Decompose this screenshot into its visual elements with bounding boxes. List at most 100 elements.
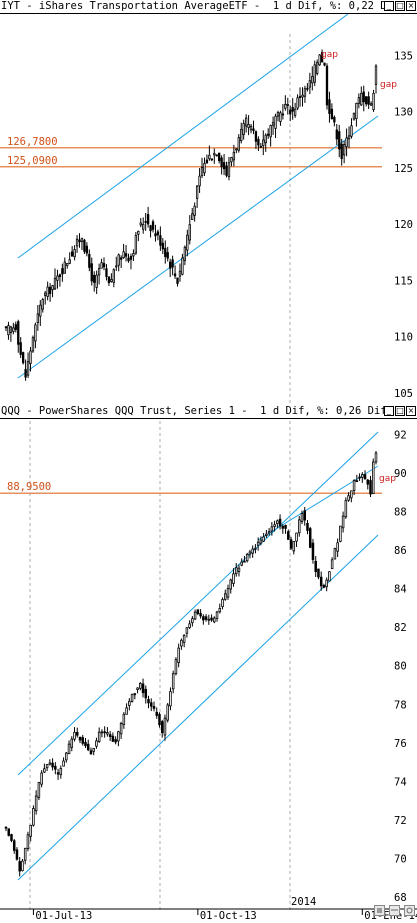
candle	[340, 138, 343, 166]
candle-body	[347, 495, 350, 501]
candle-body	[333, 548, 337, 560]
candle	[254, 544, 257, 554]
candle	[286, 97, 289, 115]
candle	[301, 87, 304, 107]
qqq-candlestick-chart[interactable]: 92 90 88 86 84 82 80 78 76 74 72 70 68 88,9500 gap 01-J…	[0, 419, 417, 923]
candle-body	[259, 145, 262, 148]
candle-body	[144, 688, 148, 699]
candle	[117, 730, 120, 747]
candle	[374, 451, 378, 465]
candle	[150, 698, 153, 712]
y-tick-label: 74	[394, 776, 407, 788]
candle	[244, 114, 248, 133]
candle	[352, 479, 356, 496]
candle	[245, 552, 249, 563]
candle-body	[274, 115, 277, 129]
candle	[26, 831, 30, 852]
candle	[188, 620, 191, 630]
candle-body	[21, 860, 24, 872]
candle-body	[185, 627, 189, 634]
candle-body	[149, 225, 152, 232]
candle	[185, 627, 189, 638]
candle	[362, 85, 365, 112]
minimize-icon[interactable]: _	[384, 406, 394, 416]
candle-body	[202, 616, 205, 621]
candle-body	[18, 861, 21, 872]
candle-body	[210, 617, 213, 621]
close-icon[interactable]: ×	[406, 406, 416, 416]
y-tick-label: 115	[394, 275, 413, 287]
chart-print-icon[interactable]	[389, 905, 400, 916]
candle-body	[19, 342, 22, 355]
candle-body	[350, 490, 353, 499]
candle-body	[182, 634, 186, 643]
candle-body	[110, 278, 113, 282]
candle-body	[97, 731, 101, 742]
candle-body	[281, 113, 285, 116]
minimize-icon[interactable]: _	[384, 1, 394, 11]
candle-body	[147, 699, 150, 704]
candle	[251, 545, 254, 558]
candle-body	[361, 474, 364, 478]
candle	[39, 300, 42, 326]
candle-body	[21, 352, 25, 364]
candle	[318, 53, 321, 66]
candle-body	[90, 263, 93, 282]
candle	[174, 657, 178, 676]
chart-settings-icon[interactable]	[374, 905, 385, 916]
candle	[14, 321, 17, 333]
candle	[365, 96, 368, 107]
candle	[221, 597, 224, 610]
candle-body	[29, 350, 32, 364]
candle-body	[54, 765, 57, 770]
candle-body	[286, 104, 289, 106]
candle	[314, 556, 317, 577]
candle	[355, 102, 358, 127]
candle-body	[95, 740, 98, 747]
iyt-candlestick-chart[interactable]: 135 130 125 120 115 110 105 126,7800 125,0900 gap…	[0, 14, 417, 405]
candle-body	[173, 273, 177, 277]
candle	[225, 161, 228, 178]
trend-channel-line	[17, 115, 379, 379]
candle-body	[240, 561, 243, 566]
candle-body	[48, 762, 52, 765]
candle-body	[196, 609, 200, 614]
maximize-icon[interactable]: □	[395, 406, 405, 416]
candle	[276, 110, 280, 122]
candle	[177, 643, 180, 668]
candle	[317, 568, 320, 580]
chart-zoom-icon[interactable]	[404, 905, 415, 916]
candle	[202, 614, 205, 625]
candle-body	[122, 713, 126, 725]
candle	[208, 145, 211, 161]
candle	[163, 714, 167, 741]
candle-body	[181, 257, 184, 275]
candle-body	[218, 608, 222, 613]
candle-body	[367, 96, 370, 105]
candle-body	[78, 239, 81, 243]
candle	[296, 94, 299, 111]
close-icon[interactable]: ×	[406, 1, 416, 11]
candle	[271, 116, 275, 135]
horizontal-level-label: 126,7800	[7, 136, 58, 148]
candle	[207, 614, 211, 625]
trend-channel-line	[17, 14, 349, 259]
candle-body	[247, 123, 250, 128]
candle-body	[84, 741, 87, 747]
y-tick-label: 80	[394, 661, 407, 673]
candle	[339, 525, 342, 543]
candle	[249, 123, 253, 134]
candle	[56, 768, 60, 780]
candle	[171, 670, 175, 694]
candle	[166, 246, 169, 262]
maximize-icon[interactable]: □	[395, 1, 405, 11]
candle	[127, 253, 130, 263]
candle	[12, 322, 15, 335]
candle-body	[178, 270, 182, 277]
candle	[363, 470, 367, 480]
candle-body	[12, 327, 15, 332]
candle-body	[136, 687, 139, 690]
candle-body	[51, 285, 54, 291]
candle	[226, 584, 230, 600]
candle	[298, 87, 302, 107]
